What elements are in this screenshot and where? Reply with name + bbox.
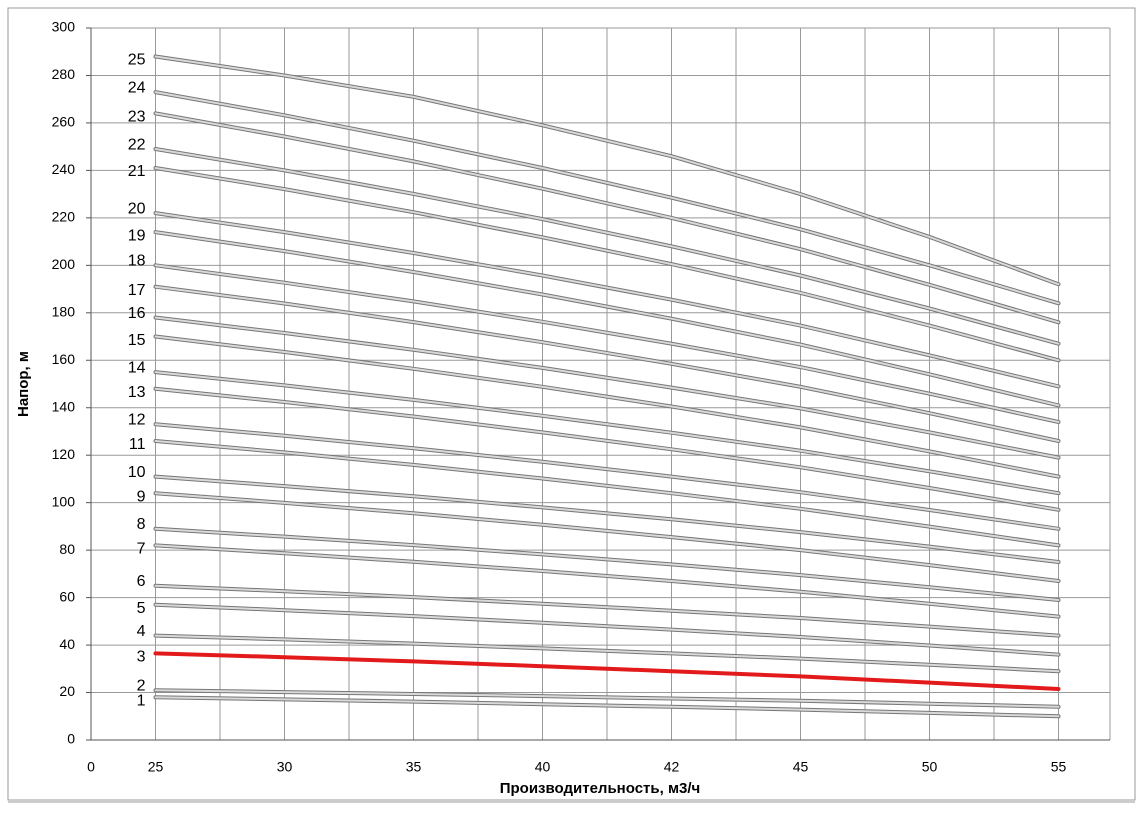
y-tick-label: 100 <box>52 493 76 509</box>
series-line <box>154 316 1060 459</box>
y-tick-label: 80 <box>59 541 75 557</box>
series-line <box>154 689 1060 708</box>
series-line <box>154 544 1060 618</box>
series-line <box>154 285 1060 442</box>
series-label: 17 <box>128 282 146 299</box>
series-label: 21 <box>128 163 146 180</box>
series-label: 9 <box>137 488 146 505</box>
y-tick-label: 0 <box>67 731 75 747</box>
y-axis-title: Напор, м <box>15 351 32 417</box>
series-line <box>154 335 1060 478</box>
chart-frame <box>7 7 1136 801</box>
y-tick-label: 40 <box>59 636 75 652</box>
series-line <box>154 55 1060 286</box>
series-line <box>154 584 1060 637</box>
series-label: 25 <box>128 52 146 69</box>
series-label: 11 <box>129 436 146 453</box>
series-line <box>154 440 1060 547</box>
series-label: 10 <box>128 464 146 481</box>
series-label: 20 <box>128 200 146 217</box>
series-label: 16 <box>128 305 146 322</box>
series-label: 3 <box>137 649 146 666</box>
x-tick-label: 55 <box>1051 759 1067 775</box>
series-line <box>154 148 1060 345</box>
y-tick-label: 120 <box>52 446 76 462</box>
series-line <box>154 212 1060 388</box>
series-line <box>154 387 1060 511</box>
series-label: 6 <box>137 573 146 590</box>
y-tick-label: 180 <box>52 304 76 320</box>
y-tick-label: 280 <box>52 66 76 82</box>
y-tick-label: 20 <box>59 683 75 699</box>
y-tick-label: 160 <box>52 351 76 367</box>
y-tick-label: 200 <box>52 256 76 272</box>
series-label: 5 <box>137 600 146 617</box>
x-tick-label: 30 <box>277 759 293 775</box>
y-tick-label: 300 <box>52 19 76 35</box>
series-label: 18 <box>128 253 146 270</box>
series-line <box>154 492 1060 582</box>
series-line <box>154 527 1060 601</box>
series-label: 7 <box>137 541 146 558</box>
series-label: 4 <box>137 623 146 640</box>
series-line <box>154 371 1060 495</box>
x-tick-label: 42 <box>664 759 680 775</box>
series-label: 19 <box>128 227 146 244</box>
x-tick-label: 35 <box>406 759 422 775</box>
series-line <box>154 264 1060 423</box>
series-line <box>154 603 1060 656</box>
series-line <box>154 423 1060 530</box>
series-label: 12 <box>128 412 146 429</box>
series-line <box>154 112 1060 324</box>
series-line <box>154 167 1060 362</box>
series-label: 8 <box>137 516 146 533</box>
x-tick-label: 50 <box>922 759 938 775</box>
x-tick-label: 0 <box>87 759 95 775</box>
series-label: 1 <box>137 692 146 709</box>
y-tick-label: 60 <box>59 588 75 604</box>
series-label: 13 <box>128 384 146 401</box>
y-tick-label: 220 <box>52 209 76 225</box>
series-label: 23 <box>128 109 146 126</box>
series-label: 14 <box>128 359 146 376</box>
y-tick-label: 260 <box>52 114 76 130</box>
series-label: 22 <box>128 136 146 153</box>
series-line <box>154 696 1060 718</box>
x-tick-label: 45 <box>793 759 809 775</box>
x-tick-label: 40 <box>535 759 551 775</box>
series-label: 15 <box>128 332 146 349</box>
y-tick-label: 140 <box>52 398 76 414</box>
series-line <box>154 634 1060 673</box>
series-label: 24 <box>128 79 146 96</box>
y-tick-label: 240 <box>52 161 76 177</box>
series-line <box>153 651 1061 691</box>
series-line <box>154 475 1060 563</box>
series-label: 2 <box>137 677 146 694</box>
series-line <box>154 231 1060 407</box>
x-axis-title: Производительность, м3/ч <box>500 780 701 797</box>
x-tick-label: 25 <box>148 759 164 775</box>
series-line <box>154 91 1060 305</box>
